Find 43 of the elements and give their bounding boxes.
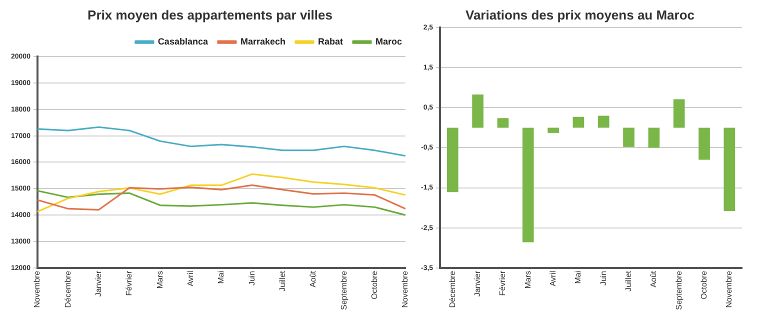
x-tick-label: Juin (247, 270, 256, 286)
legend-label: Casablanca (158, 36, 209, 47)
x-tick-label: Novembre (724, 270, 734, 308)
legend-label: Marrakech (240, 36, 286, 47)
bar (673, 99, 685, 128)
x-tick-label: Mai (216, 270, 226, 284)
x-tick-label: Mai (574, 270, 583, 284)
chart-title: Variations des prix moyens au Maroc (465, 7, 695, 22)
x-tick-label: Octobre (370, 270, 379, 300)
x-tick-label: Décembre (63, 270, 72, 308)
x-tick-label: Décembre (448, 270, 457, 308)
chart-title: Prix moyen des appartements par villes (88, 7, 332, 22)
bar (446, 128, 458, 192)
x-tick-label: Juillet (278, 270, 287, 292)
x-tick-label: Janvier (94, 270, 103, 297)
x-tick-label: Novembre (400, 270, 410, 308)
bar (698, 128, 710, 160)
x-tick-label: Avril (186, 270, 195, 286)
bar (598, 116, 610, 128)
bar (623, 128, 634, 147)
x-tick-label: Septembre (674, 270, 684, 310)
bar (572, 116, 584, 128)
bar (522, 128, 534, 242)
bar (548, 128, 559, 133)
x-tick-label: Janvier (473, 270, 482, 297)
bar (472, 94, 484, 128)
x-tick-label: Juillet (624, 270, 633, 292)
bar (648, 128, 660, 148)
x-tick-label: Juin (598, 270, 608, 286)
x-tick-label: Novembre (32, 270, 42, 308)
bar (497, 118, 509, 128)
legend-label: Maroc (375, 36, 402, 47)
x-tick-label: Août (308, 270, 318, 288)
x-tick-label: Septembre (339, 270, 348, 310)
x-tick-label: Février (498, 270, 508, 296)
x-tick-label: Avril (548, 270, 558, 286)
x-tick-label: Août (649, 270, 658, 288)
x-tick-label: Mars (523, 270, 532, 289)
x-tick-label: Février (124, 270, 134, 296)
x-tick-label: Octobre (699, 270, 708, 300)
bar (724, 128, 736, 212)
legend-label: Rabat (318, 36, 344, 47)
x-tick-label: Mars (155, 270, 164, 289)
